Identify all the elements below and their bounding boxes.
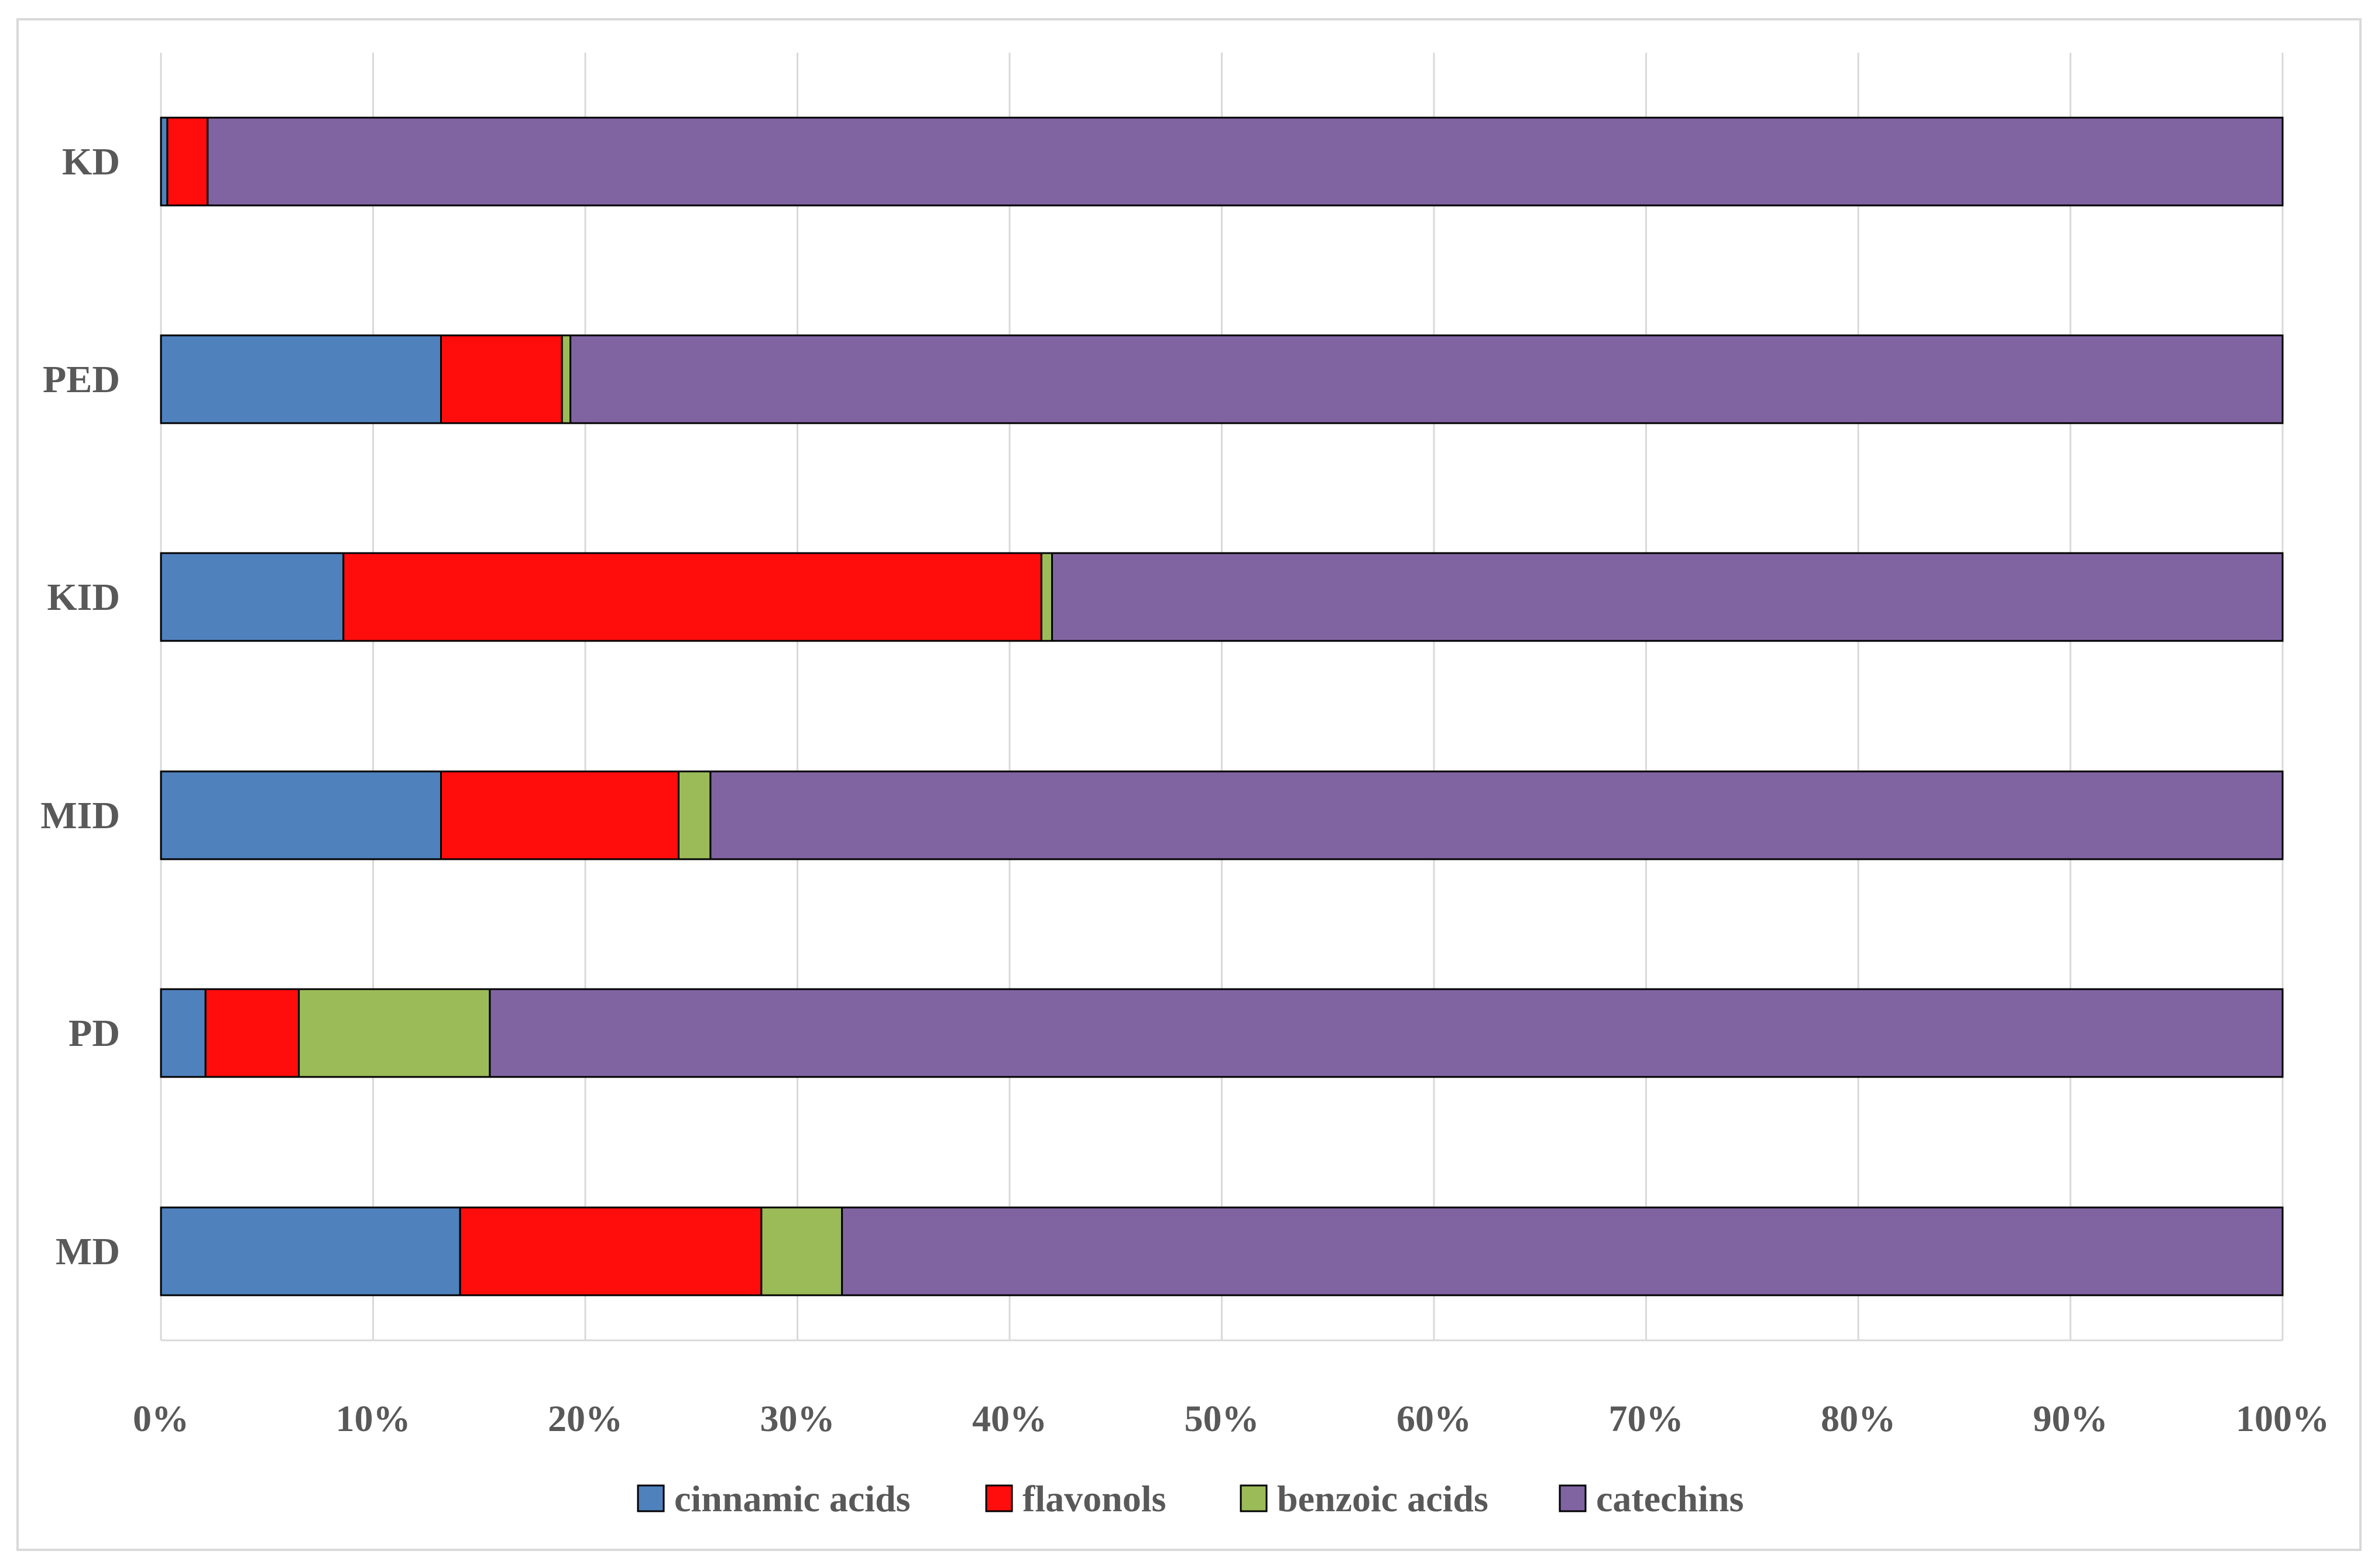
- bar-segment: [841, 1206, 2284, 1296]
- bars: [160, 116, 2284, 1296]
- legend-label: catechins: [1596, 1478, 1744, 1519]
- bar-segment: [1040, 552, 1053, 642]
- category-label: PD: [68, 1012, 120, 1055]
- category-label: MID: [40, 794, 120, 837]
- bar-segment: [709, 770, 2284, 860]
- bar-segment: [489, 988, 2284, 1078]
- bar-segment: [298, 988, 491, 1078]
- legend-label: cinnamic acids: [674, 1478, 911, 1519]
- bar-segment: [342, 552, 1042, 642]
- legend-swatch: [985, 1484, 1013, 1512]
- x-tick-label: 90%: [2033, 1398, 2108, 1439]
- bar-segment: [160, 116, 169, 207]
- x-tick-label: 70%: [1609, 1398, 1684, 1439]
- bar-segment: [160, 770, 442, 860]
- legend-swatch: [1240, 1484, 1268, 1512]
- x-tick-label: 40%: [972, 1398, 1047, 1439]
- bar-segment: [166, 116, 209, 207]
- bar-segment: [440, 770, 680, 860]
- bar-segment: [160, 552, 345, 642]
- legend-swatch: [1559, 1484, 1587, 1512]
- bar-segment: [561, 334, 572, 424]
- bar-segment: [207, 116, 2284, 207]
- legend-label: flavonols: [1022, 1478, 1166, 1519]
- legend: cinnamic acids flavonols benzoic acids cate…: [637, 1478, 1744, 1519]
- x-tick-label: 80%: [1821, 1398, 1896, 1439]
- category-label: MD: [56, 1230, 120, 1273]
- x-tick-label: 20%: [548, 1398, 623, 1439]
- axes: 0% 10% 20% 30% 40% 50% 60% 70% 80% 90% 100% KD PED KI…: [40, 140, 2329, 1439]
- legend-label: benzoic acids: [1277, 1478, 1488, 1519]
- bar-segment: [569, 334, 2284, 424]
- x-tick-label: 10%: [336, 1398, 411, 1439]
- bar-segment: [1051, 552, 2284, 642]
- bar-segment: [760, 1206, 843, 1296]
- bar-segment: [160, 334, 442, 424]
- legend-swatch: [637, 1484, 665, 1512]
- bar-segment: [678, 770, 712, 860]
- bar-segment: [440, 334, 563, 424]
- x-tick-label: 50%: [1185, 1398, 1260, 1439]
- gridlines: [160, 53, 2284, 1340]
- bar-segment: [459, 1206, 763, 1296]
- category-label: KID: [47, 576, 120, 619]
- x-tick-label: 100%: [2236, 1398, 2329, 1439]
- bar-segment: [160, 1206, 461, 1296]
- x-tick-label: 60%: [1396, 1398, 1471, 1439]
- x-tick-label: 0%: [133, 1398, 189, 1439]
- category-label: KD: [62, 140, 120, 183]
- x-tick-label: 30%: [760, 1398, 835, 1439]
- bar-segment: [204, 988, 300, 1078]
- category-label: PED: [43, 358, 120, 401]
- bar-segment: [160, 988, 207, 1078]
